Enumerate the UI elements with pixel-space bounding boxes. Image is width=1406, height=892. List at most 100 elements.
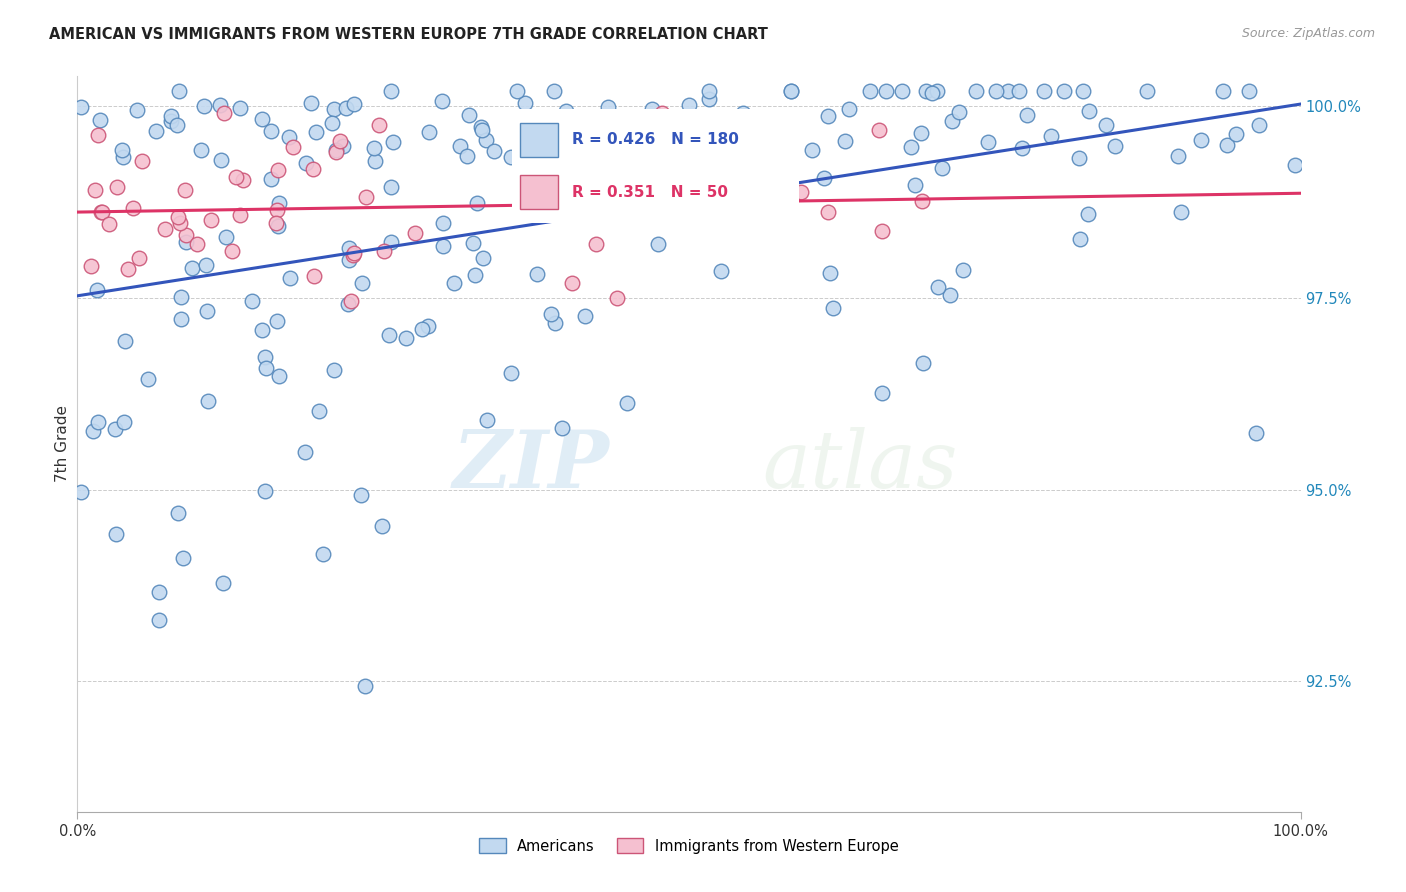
Point bbox=[416, 318, 439, 333]
Point bbox=[606, 291, 628, 305]
Point bbox=[586, 195, 609, 210]
Point bbox=[200, 212, 222, 227]
Point bbox=[305, 125, 328, 139]
Point bbox=[870, 386, 893, 401]
Point bbox=[585, 236, 607, 251]
Point bbox=[160, 109, 183, 123]
Point bbox=[380, 235, 402, 250]
Point bbox=[215, 230, 238, 244]
Point bbox=[166, 118, 188, 132]
Point bbox=[911, 194, 934, 209]
Point bbox=[90, 205, 112, 219]
Point bbox=[380, 180, 402, 194]
Point bbox=[1136, 84, 1159, 98]
Y-axis label: 7th Grade: 7th Grade bbox=[55, 405, 70, 483]
Point bbox=[380, 84, 402, 98]
Point bbox=[364, 153, 387, 168]
Point bbox=[128, 251, 150, 265]
Point bbox=[470, 120, 492, 134]
Point bbox=[779, 163, 801, 178]
Point bbox=[572, 139, 595, 153]
Point bbox=[225, 169, 247, 184]
Point bbox=[813, 171, 835, 186]
Point bbox=[229, 208, 252, 222]
Text: atlas: atlas bbox=[762, 427, 957, 505]
Point bbox=[195, 304, 218, 318]
Point bbox=[904, 178, 927, 192]
Point bbox=[636, 117, 658, 131]
Point bbox=[823, 301, 845, 316]
Point bbox=[250, 112, 273, 127]
Point bbox=[170, 311, 193, 326]
Point bbox=[160, 113, 183, 128]
Point bbox=[373, 244, 395, 258]
Point bbox=[267, 219, 290, 233]
Point bbox=[817, 204, 839, 219]
Point bbox=[801, 144, 824, 158]
Point bbox=[1170, 205, 1192, 219]
Point bbox=[621, 191, 644, 205]
Point bbox=[910, 126, 932, 140]
Point bbox=[79, 259, 101, 273]
Point bbox=[506, 84, 529, 98]
Point bbox=[302, 269, 325, 284]
Point bbox=[515, 95, 537, 110]
Point bbox=[250, 323, 273, 337]
Point bbox=[1008, 84, 1031, 98]
Point bbox=[927, 84, 949, 98]
Point bbox=[561, 277, 583, 291]
Point bbox=[336, 297, 359, 311]
Point bbox=[174, 227, 197, 242]
Point bbox=[1053, 84, 1076, 98]
Point bbox=[278, 270, 301, 285]
Point bbox=[544, 316, 567, 330]
Point bbox=[105, 180, 128, 194]
Point bbox=[779, 84, 801, 98]
Point bbox=[378, 327, 401, 342]
Point bbox=[456, 149, 478, 163]
Point bbox=[335, 101, 357, 115]
Point bbox=[340, 294, 363, 309]
Point bbox=[443, 276, 465, 290]
Point bbox=[89, 112, 111, 127]
Point bbox=[323, 362, 346, 376]
Point bbox=[325, 145, 347, 159]
Point bbox=[475, 133, 498, 147]
Point bbox=[260, 124, 283, 138]
Point bbox=[332, 139, 354, 153]
Point bbox=[734, 119, 756, 133]
Point bbox=[267, 162, 290, 177]
Point bbox=[475, 413, 498, 427]
Point bbox=[779, 84, 801, 98]
Point bbox=[1225, 127, 1247, 141]
Point bbox=[1011, 141, 1033, 155]
Point bbox=[817, 109, 839, 123]
Point bbox=[1073, 84, 1095, 98]
Point bbox=[526, 268, 548, 282]
Point bbox=[363, 141, 385, 155]
Point bbox=[697, 92, 720, 106]
Point bbox=[112, 151, 135, 165]
Point bbox=[350, 488, 373, 502]
Point bbox=[105, 526, 128, 541]
Point bbox=[294, 445, 316, 459]
Point bbox=[167, 84, 190, 98]
Point bbox=[986, 84, 1008, 98]
Point bbox=[458, 108, 481, 122]
Point bbox=[395, 331, 418, 345]
Point bbox=[197, 394, 219, 409]
Point bbox=[432, 216, 454, 230]
Point bbox=[308, 404, 330, 418]
Point bbox=[221, 244, 243, 258]
Point bbox=[104, 422, 127, 436]
Point bbox=[891, 84, 914, 98]
Point bbox=[551, 421, 574, 435]
Point bbox=[260, 172, 283, 186]
Point bbox=[900, 140, 922, 154]
Point bbox=[87, 416, 110, 430]
Point bbox=[411, 321, 433, 335]
Point bbox=[432, 94, 454, 108]
Point bbox=[432, 238, 454, 252]
Point bbox=[337, 253, 360, 268]
Text: AMERICAN VS IMMIGRANTS FROM WESTERN EUROPE 7TH GRADE CORRELATION CHART: AMERICAN VS IMMIGRANTS FROM WESTERN EURO… bbox=[49, 27, 768, 42]
